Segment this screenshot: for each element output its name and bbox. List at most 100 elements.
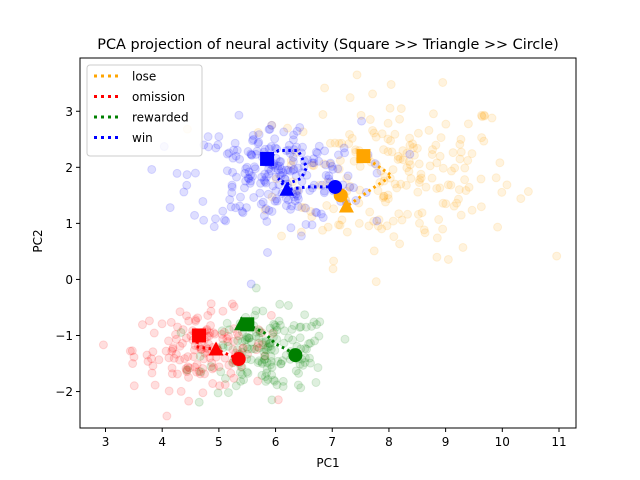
cloud-point-lose — [419, 225, 429, 235]
cloud-point-omission — [127, 346, 137, 356]
cloud-point-win — [291, 171, 301, 181]
cloud-point-omission — [175, 341, 185, 351]
cloud-point-win — [225, 195, 235, 205]
cloud-point-omission — [169, 353, 179, 363]
circle-marker-win — [328, 179, 343, 194]
cloud-point-win — [264, 169, 274, 179]
x-axis-label: PC1 — [316, 456, 339, 470]
cloud-point-rewarded — [240, 335, 250, 345]
cloud-point-win — [327, 161, 337, 171]
cloud-point-rewarded — [272, 380, 282, 390]
cloud-point-rewarded — [231, 381, 241, 391]
cloud-point-rewarded — [246, 355, 256, 365]
cloud-point-lose — [497, 187, 507, 197]
cloud-point-lose — [432, 233, 442, 243]
cloud-point-win — [297, 142, 307, 152]
cloud-point-win — [316, 209, 326, 219]
cloud-point-lose — [414, 178, 424, 188]
cloud-point-win — [281, 165, 291, 175]
cloud-point-lose — [373, 186, 383, 196]
cloud-point-rewarded — [223, 388, 233, 398]
cloud-point-rewarded — [259, 355, 269, 365]
cloud-point-win — [224, 148, 234, 158]
cloud-point-omission — [215, 381, 225, 391]
cloud-point-omission — [227, 299, 237, 309]
x-tick-label: 8 — [385, 435, 393, 449]
cloud-point-lose — [388, 165, 398, 175]
cloud-point-rewarded — [267, 395, 277, 405]
triangle-marker-lose — [338, 198, 354, 213]
cloud-point-lose — [452, 198, 462, 208]
cloud-point-rewarded — [266, 360, 276, 370]
cloud-point-win — [283, 195, 293, 205]
cloud-point-win — [279, 127, 289, 137]
cloud-point-omission — [129, 381, 139, 391]
cloud-point-rewarded — [239, 375, 249, 385]
trajectory-rewarded — [246, 322, 297, 357]
cloud-point-win — [288, 157, 298, 167]
cloud-point-rewarded — [340, 334, 350, 344]
cloud-point-lose — [427, 173, 437, 183]
cloud-point-rewarded — [291, 366, 301, 376]
cloud-point-lose — [334, 220, 344, 230]
cloud-point-lose — [408, 139, 418, 149]
cloud-point-lose — [420, 228, 430, 238]
cloud-point-lose — [427, 149, 437, 159]
cloud-point-lose — [448, 148, 458, 158]
cloud-point-lose — [307, 212, 317, 222]
cloud-point-rewarded — [266, 356, 276, 366]
cloud-point-rewarded — [288, 335, 298, 345]
x-tick-label: 9 — [442, 435, 450, 449]
cloud-point-win — [261, 178, 271, 188]
cloud-point-lose — [428, 145, 438, 155]
cloud-point-win — [278, 168, 288, 178]
cloud-point-omission — [268, 328, 278, 338]
cloud-point-rewarded — [266, 344, 276, 354]
cloud-point-rewarded — [222, 318, 232, 328]
cloud-point-lose — [479, 110, 489, 120]
cloud-point-lose — [414, 159, 424, 169]
cloud-point-lose — [345, 93, 355, 103]
cloud-point-lose — [380, 197, 390, 207]
cloud-point-omission — [254, 338, 264, 348]
cloud-point-win — [343, 171, 353, 181]
cloud-point-win — [272, 196, 282, 206]
cloud-point-win — [262, 216, 272, 226]
cloud-point-omission — [223, 337, 233, 347]
cloud-point-rewarded — [251, 306, 261, 316]
cloud-point-win — [248, 134, 258, 144]
cloud-point-lose — [458, 242, 468, 252]
cloud-point-lose — [379, 191, 389, 201]
cloud-point-lose — [425, 161, 435, 171]
cloud-point-win — [257, 172, 267, 182]
cloud-point-lose — [464, 182, 474, 192]
cloud-point-lose — [396, 179, 406, 189]
cloud-point-win — [311, 207, 321, 217]
cloud-point-lose — [383, 118, 393, 128]
cloud-point-omission — [162, 411, 172, 421]
cloud-point-omission — [171, 349, 181, 359]
cloud-point-omission — [198, 363, 208, 373]
cloud-point-omission — [167, 363, 177, 373]
cloud-point-omission — [164, 353, 174, 363]
trajectory-lose — [339, 154, 395, 209]
cloud-point-win — [318, 213, 328, 223]
cloud-point-lose — [374, 215, 384, 225]
cloud-point-lose — [438, 77, 448, 87]
cloud-point-win — [267, 120, 277, 130]
cloud-point-rewarded — [196, 367, 206, 377]
cloud-point-win — [231, 151, 241, 161]
cloud-point-lose — [379, 145, 389, 155]
cloud-point-lose — [432, 183, 442, 193]
cloud-point-rewarded — [206, 362, 216, 372]
cloud-point-rewarded — [262, 368, 272, 378]
cloud-point-omission — [161, 346, 171, 356]
cloud-point-lose — [386, 79, 396, 89]
cloud-point-omission — [98, 340, 108, 350]
cloud-point-win — [221, 216, 231, 226]
cloud-point-win — [230, 138, 240, 148]
cloud-point-rewarded — [237, 370, 247, 380]
cloud-point-win — [268, 181, 278, 191]
cloud-point-omission — [166, 317, 176, 327]
cloud-point-lose — [364, 221, 374, 231]
